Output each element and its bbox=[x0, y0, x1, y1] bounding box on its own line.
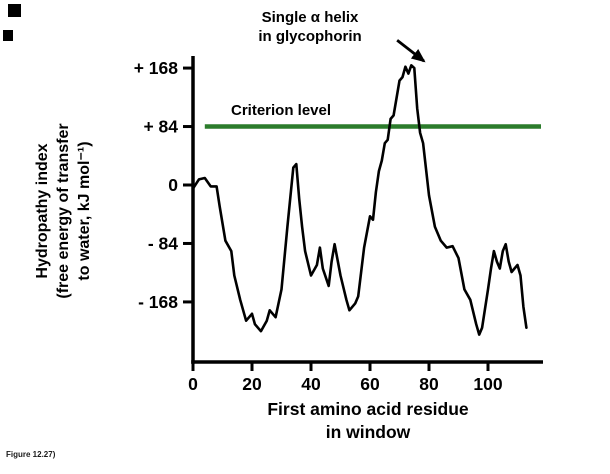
y-axis-title-line3: to water, kJ mol⁻¹) bbox=[75, 141, 93, 281]
x-tick-label: 60 bbox=[360, 374, 380, 394]
peak-annotation-line1: Single α helix bbox=[261, 9, 359, 26]
y-axis-title: Hydropathy index (free energy of transfe… bbox=[17, 59, 109, 363]
x-tick-label: 80 bbox=[419, 374, 439, 394]
criterion-level-label: Criterion level bbox=[231, 102, 332, 119]
x-tick-label: 20 bbox=[242, 374, 262, 394]
y-axis-title-line1: Hydropathy index bbox=[33, 143, 51, 279]
x-tick-label: 0 bbox=[188, 374, 198, 394]
y-tick-label: 0 bbox=[168, 175, 178, 195]
y-tick-label: - 84 bbox=[148, 233, 178, 253]
x-tick-label: 100 bbox=[473, 374, 502, 394]
x-axis-title-line2: in window bbox=[325, 422, 411, 442]
x-axis-title-line1: First amino acid residue bbox=[267, 399, 469, 419]
peak-annotation: Single α helix in glycophorin bbox=[215, 8, 405, 46]
y-axis-title-line2: (free energy of transfer bbox=[54, 123, 72, 299]
hydropathy-line bbox=[191, 64, 528, 336]
annotation-arrow bbox=[396, 39, 426, 63]
scan-artifact bbox=[8, 4, 21, 17]
y-tick-label: - 168 bbox=[138, 292, 178, 312]
y-tick-label: + 168 bbox=[134, 58, 179, 78]
x-axis-title: First amino acid residue in window bbox=[238, 398, 498, 444]
peak-annotation-line2: in glycophorin bbox=[258, 28, 362, 45]
scan-artifact bbox=[3, 30, 13, 41]
x-tick-label: 40 bbox=[301, 374, 321, 394]
figure-caption: Figure 12.27) bbox=[6, 450, 56, 459]
y-tick-label: + 84 bbox=[143, 117, 178, 137]
